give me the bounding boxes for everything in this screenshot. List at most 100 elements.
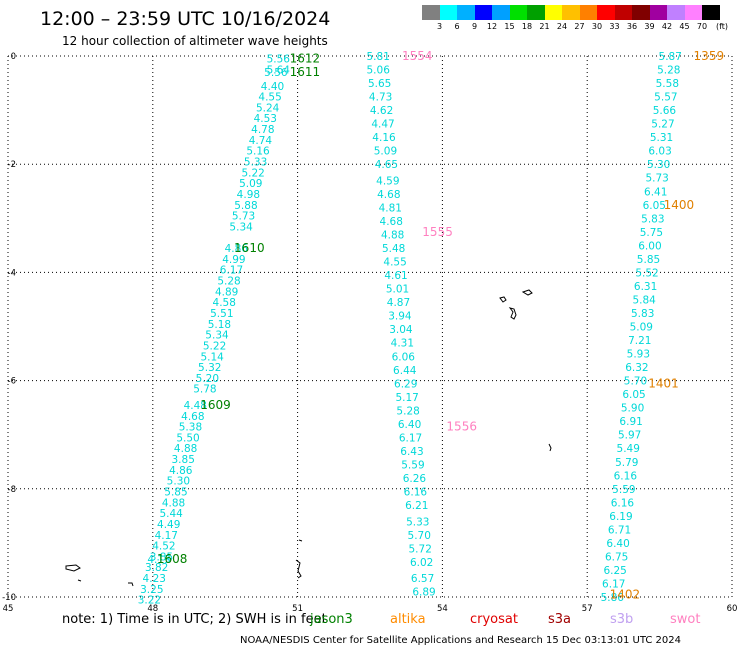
wave-height-label: 5.57 (654, 92, 677, 104)
wave-height-label: 4.13 (147, 554, 170, 566)
color-swatch (474, 5, 492, 20)
wave-height-label: 5.28 (657, 65, 680, 77)
time-label: 1401 (648, 376, 679, 390)
wave-height-label: 4.86 (169, 465, 193, 477)
wave-height-label: 4.88 (174, 443, 197, 455)
wave-height-label: 6.71 (608, 524, 631, 536)
wave-height-label: 4.55 (258, 92, 281, 104)
time-label: 1612 (290, 52, 321, 66)
x-tick-label: 48 (147, 604, 158, 614)
island-seychelles-2 (521, 289, 533, 296)
legend-item-s3b: s3b (610, 612, 634, 627)
color-swatch (597, 5, 615, 20)
color-scale-label: 6 (454, 22, 460, 31)
wave-height-label: 6.17 (602, 578, 625, 590)
time-label: 1556 (446, 420, 477, 434)
wave-height-label: 5.09 (374, 146, 397, 158)
wave-height-label: 4.49 (157, 519, 180, 531)
island-aldabra-1 (65, 564, 81, 572)
wave-height-label: 5.09 (630, 322, 653, 334)
wave-height-label: 5.90 (621, 403, 644, 415)
time-label: 1608 (157, 552, 188, 566)
island-small-7 (295, 559, 302, 579)
wave-height-label: 6.25 (603, 565, 626, 577)
wave-height-label: 4.48 (184, 400, 207, 412)
wave-height-label: 5.51 (210, 308, 233, 320)
wave-height-label: 4.23 (143, 573, 166, 585)
wave-height-label: 6.43 (400, 446, 423, 458)
wave-height-label: 5.84 (632, 294, 656, 306)
color-scale-label: 39 (644, 22, 655, 31)
wave-height-label: 4.88 (381, 230, 404, 242)
color-swatch (439, 5, 457, 20)
color-swatch (614, 5, 632, 20)
color-swatch (422, 5, 440, 20)
wave-height-label: 4.40 (261, 81, 284, 93)
wave-height-label: 5.70 (624, 376, 647, 388)
wave-height-label: 6.40 (606, 538, 629, 550)
wave-height-label: 4.55 (383, 257, 406, 269)
color-scale-label: 21 (539, 22, 550, 31)
x-tick-label: 54 (437, 604, 448, 614)
color-swatch (667, 5, 685, 20)
wave-height-label: 4.68 (377, 189, 400, 201)
wave-height-label: 7.21 (628, 335, 651, 347)
wave-height-label: 6.31 (634, 281, 657, 293)
wave-height-label: 5.86 (601, 592, 625, 604)
wave-height-label: 5.44 (159, 508, 183, 520)
wave-height-label: 4.73 (369, 92, 392, 104)
wave-height-label: 5.58 (656, 78, 679, 90)
x-tick-label: 60 (727, 604, 738, 614)
map-grid (7, 55, 733, 598)
wave-height-label: 5.30 (647, 159, 670, 171)
legend-item-altika: altika (390, 612, 426, 627)
color-scale-label: 9 (471, 22, 478, 31)
wave-height-label: 6.75 (605, 551, 628, 563)
color-swatch (527, 5, 545, 20)
wave-height-label: 5.22 (203, 340, 226, 352)
islands (65, 289, 552, 587)
island-seychelles-1 (499, 296, 507, 303)
map-title: 12:00 – 23:59 UTC 10/16/2024 (40, 8, 331, 30)
color-scale-label: 42 (661, 22, 673, 31)
color-swatch (509, 5, 527, 20)
island-small-4 (548, 443, 552, 452)
color-scale-label: 12 (486, 22, 498, 31)
wave-height-label: 5.17 (395, 392, 418, 404)
wave-height-label: 3.94 (388, 311, 412, 323)
wave-height-label: 5.14 (200, 351, 224, 363)
map-axes: 45 48 51 54 57 60 0 -2 -4 -6 -8 -10 (2, 52, 737, 614)
color-scale-label: 27 (574, 22, 585, 31)
wave-height-label: 5.85 (164, 487, 187, 499)
wave-height-label: 3.85 (150, 551, 173, 563)
footnote: note: 1) Time is in UTC; 2) SWH is in fe… (62, 612, 327, 627)
wave-height-label: 6.89 (412, 587, 435, 599)
wave-height-label: 4.47 (371, 119, 394, 131)
wave-height-label: 6.16 (404, 487, 428, 499)
wave-height-label: 5.16 (246, 146, 270, 158)
wave-height-label: 4.78 (251, 124, 274, 136)
wave-height-label: 5.56 (267, 54, 291, 66)
wave-height-label: 5.06 (367, 65, 391, 77)
wave-height-label: 6.29 (394, 378, 417, 390)
wave-height-label: 4.52 (152, 541, 175, 553)
color-scale-label: 30 (591, 22, 603, 31)
wave-height-label: 5.31 (650, 132, 673, 144)
wave-height-label: 5.70 (408, 530, 431, 542)
wave-height-label: 4.62 (370, 105, 393, 117)
island-small-5 (77, 579, 82, 582)
wave-height-label: 4.74 (249, 135, 273, 147)
legend-item-swot: swot (670, 612, 701, 627)
wave-height-label: 5.93 (627, 349, 650, 361)
wave-height-label: 5.30 (167, 476, 190, 488)
color-scale-label: 18 (521, 22, 533, 31)
wave-height-label: 5.09 (239, 178, 262, 190)
wave-height-label: 5.79 (615, 457, 638, 469)
legend-item-cryosat: cryosat (470, 612, 518, 627)
x-tick-label: 57 (582, 604, 593, 614)
color-scale-unit: (ft) (716, 22, 729, 31)
wave-height-label: 4.17 (155, 530, 178, 542)
color-scale-label: 70 (696, 22, 708, 31)
wave-height-label: 5.34 (229, 221, 253, 233)
island-small-8 (298, 539, 303, 542)
